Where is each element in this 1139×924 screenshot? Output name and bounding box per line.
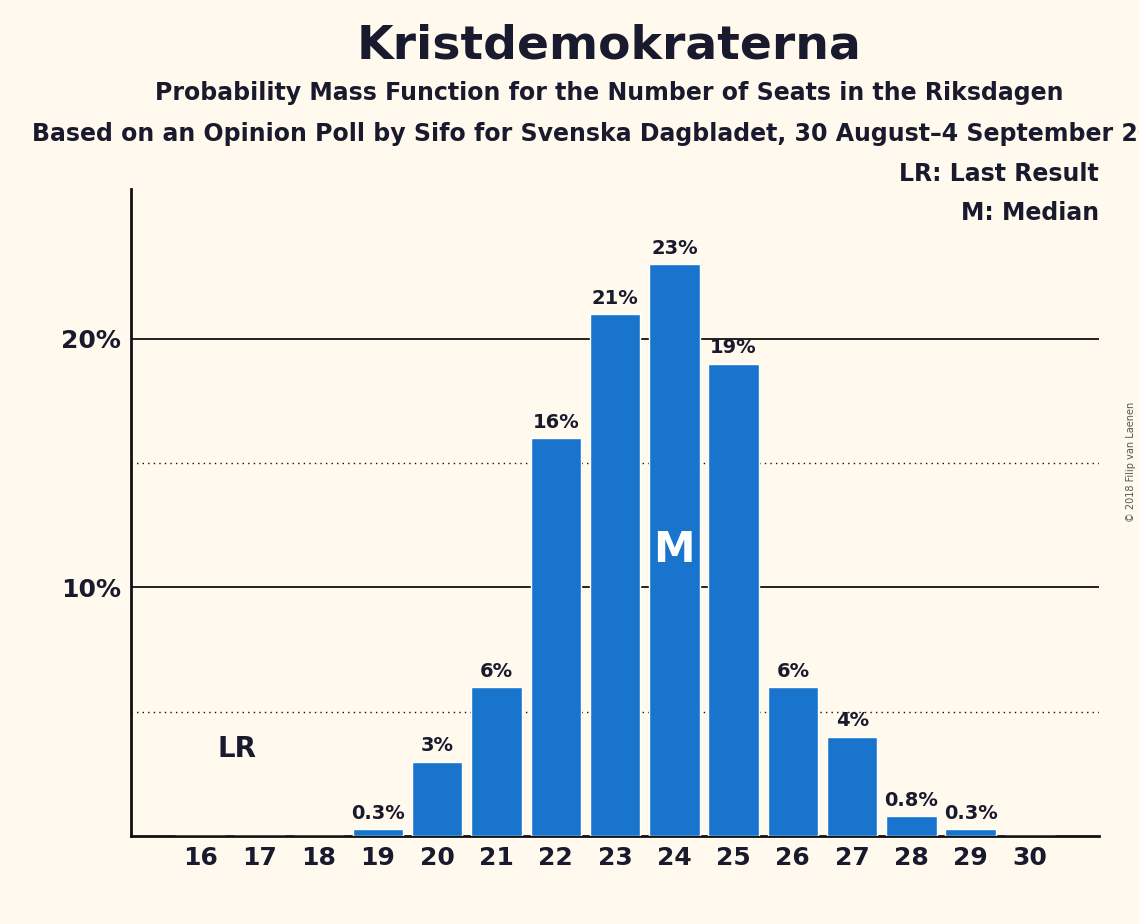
Text: 6%: 6% (777, 662, 810, 681)
Text: 16%: 16% (532, 413, 579, 432)
Bar (708, 363, 759, 836)
Text: Kristdemokraterna: Kristdemokraterna (357, 23, 862, 68)
Text: Based on an Opinion Poll by Sifo for Svenska Dagbladet, 30 August–4 September 20: Based on an Opinion Poll by Sifo for Sve… (32, 122, 1139, 146)
Text: © 2018 Filip van Laenen: © 2018 Filip van Laenen (1126, 402, 1136, 522)
Bar (590, 314, 640, 836)
Text: M: Median: M: Median (961, 201, 1099, 225)
Text: 6%: 6% (480, 662, 513, 681)
Bar (353, 829, 403, 836)
Text: 0.3%: 0.3% (944, 804, 998, 822)
Text: M: M (654, 529, 695, 571)
Text: 4%: 4% (836, 711, 869, 731)
Text: Probability Mass Function for the Number of Seats in the Riksdagen: Probability Mass Function for the Number… (155, 81, 1064, 105)
Text: 23%: 23% (652, 238, 698, 258)
Text: LR: Last Result: LR: Last Result (900, 162, 1099, 186)
Text: 21%: 21% (591, 288, 639, 308)
Text: 0.3%: 0.3% (351, 804, 404, 822)
Text: 3%: 3% (420, 736, 453, 756)
Text: 19%: 19% (711, 338, 757, 358)
Bar (945, 829, 995, 836)
Bar (886, 816, 936, 836)
Bar (412, 761, 462, 836)
Bar (649, 264, 699, 836)
Bar (768, 687, 818, 836)
Text: LR: LR (218, 736, 257, 763)
Text: 0.8%: 0.8% (885, 791, 939, 810)
Bar (472, 687, 522, 836)
Bar (827, 736, 877, 836)
Bar (531, 438, 581, 836)
